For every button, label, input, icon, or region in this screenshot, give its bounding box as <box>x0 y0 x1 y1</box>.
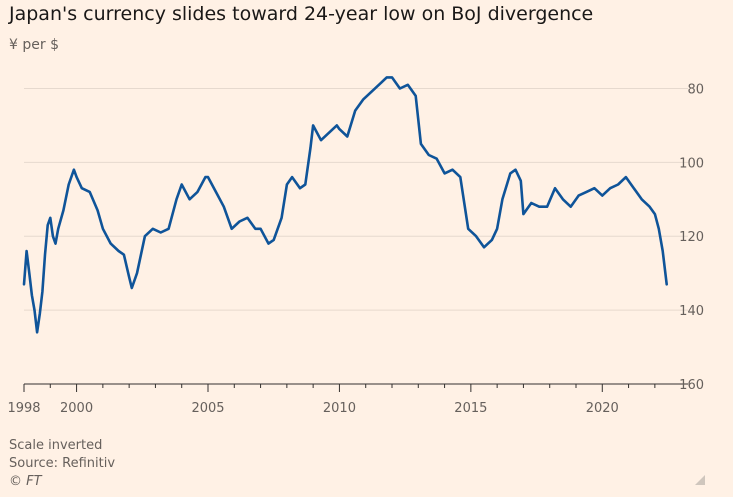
y-axis-unit-label: ¥ per $ <box>9 37 59 53</box>
y-tick-label: 80 <box>687 82 704 97</box>
source-credit: Source: Refinitiv <box>9 456 116 471</box>
x-tick-label: 2015 <box>454 401 487 416</box>
y-tick-label: 120 <box>679 230 704 245</box>
resize-grip-icon <box>695 475 705 485</box>
y-tick-label: 140 <box>679 304 704 319</box>
ft-brand: © FT <box>9 474 42 489</box>
y-tick-label: 100 <box>679 156 704 171</box>
scale-note: Scale inverted <box>9 438 103 453</box>
y-tick-label: 160 <box>679 378 704 393</box>
x-tick-label: 1998 <box>7 401 40 416</box>
x-tick-label: 2005 <box>191 401 224 416</box>
x-tick-label: 2010 <box>323 401 356 416</box>
chart-title: Japan's currency slides toward 24-year l… <box>9 3 594 25</box>
chart-footer: Scale inverted Source: Refinitiv © FT <box>9 437 115 491</box>
x-tick-label: 2000 <box>60 401 93 416</box>
chart-area: 80 100 120 140 160 1998 2000 2005 2010 2015 2020 <box>7 76 704 416</box>
yen-per-dollar-line <box>22 76 669 334</box>
x-tick-label: 2020 <box>586 401 619 416</box>
